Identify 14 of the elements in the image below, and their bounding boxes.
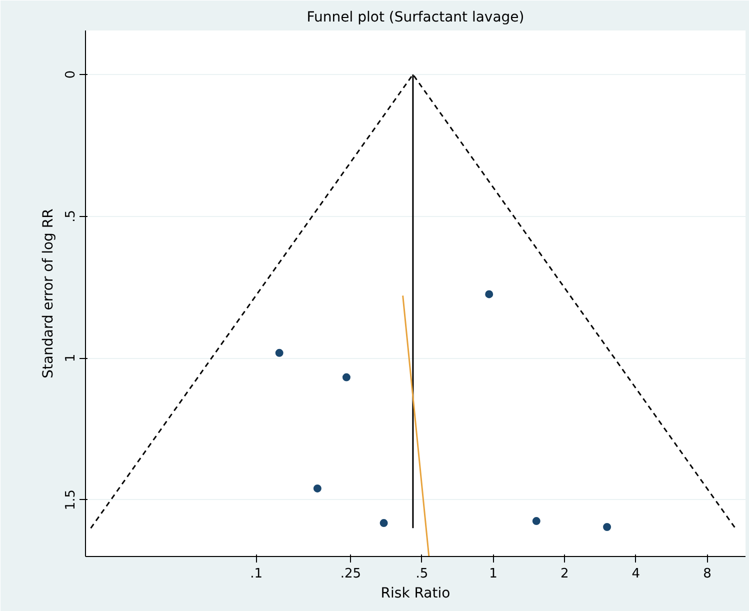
x-tick-label: 1 [489,566,498,582]
x-tick-label: .5 [416,566,428,582]
chart-title: Funnel plot (Surfactant lavage) [306,10,524,26]
x-tick-label: .25 [340,566,362,582]
x-tick-label: 4 [632,566,640,582]
x-tick-label: 2 [560,566,569,582]
y-tick-label: 0 [64,70,78,79]
y-tick-label: .5 [64,210,78,222]
x-tick-label: 8 [703,566,712,582]
y-tick-label: 1.5 [64,489,78,510]
x-tick-label: .1 [250,566,263,582]
y-tick-label: 1 [64,354,78,362]
x-axis-title: Risk Ratio [380,586,450,602]
y-axis-title: Standard error of log RR [40,208,56,378]
